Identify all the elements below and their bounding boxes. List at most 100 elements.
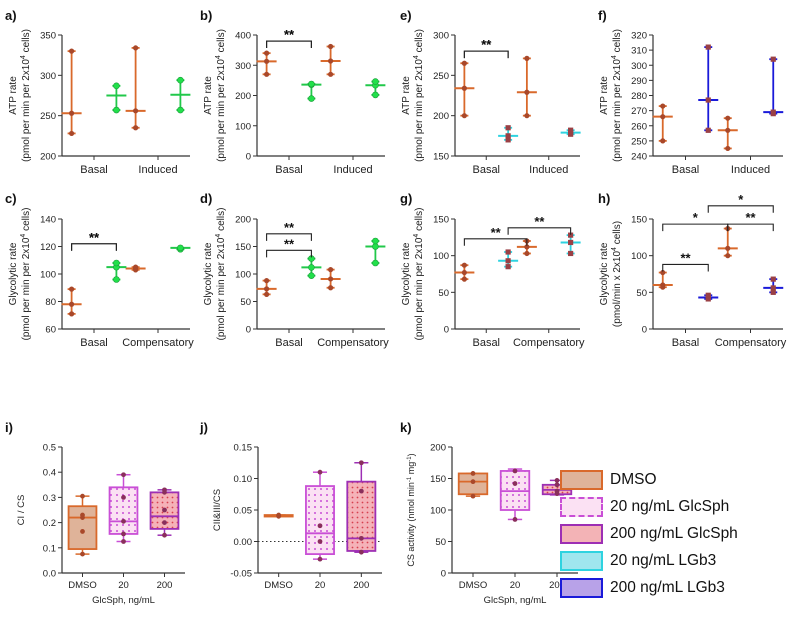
series-20-ng-ml-lgb3 — [498, 125, 581, 143]
y-axis-units: (pmol per min per 2x104 cells) — [215, 29, 227, 162]
y-axis-label: ATP rate — [599, 76, 610, 115]
data-point — [512, 517, 518, 522]
data-point — [505, 137, 511, 143]
y-axis-units-main: (pmol per min per 2x10 — [414, 59, 425, 162]
data-point — [505, 264, 511, 270]
x-tick-label: Basal — [672, 337, 700, 349]
data-point — [308, 95, 315, 102]
x-tick-label: Induced — [529, 164, 568, 176]
y-tick-label: 0.0 — [43, 569, 56, 580]
data-point — [317, 523, 323, 529]
y-axis-label: Glycolytic rate — [599, 242, 610, 305]
box-200 — [541, 477, 573, 497]
significance-bracket — [463, 238, 528, 246]
significance-label: ** — [481, 37, 492, 52]
data-point — [461, 269, 467, 276]
y-tick-label: 100 — [631, 251, 647, 262]
legend-label: DMSO — [610, 470, 657, 488]
x-tick-label: Compensatory — [122, 337, 194, 349]
data-point — [524, 250, 530, 257]
x-tick-label: Induced — [138, 164, 177, 176]
data-point — [317, 556, 323, 562]
y-tick-label: 300 — [235, 61, 251, 72]
y-tick-label: 280 — [631, 91, 647, 102]
panel-label: k) — [400, 420, 412, 435]
x-tick-label: Compensatory — [513, 337, 585, 349]
chart-panel-h: h) 0 50 100 150 Glycolytic rate (pmol/min x 2x… — [598, 191, 787, 349]
panel-label: i) — [5, 420, 13, 435]
x-tick-label: 20 — [118, 580, 129, 591]
y-axis-units-sup: 4 — [611, 55, 618, 59]
data-point — [328, 276, 334, 282]
data-point — [524, 244, 530, 250]
data-point — [568, 250, 574, 257]
data-point — [372, 237, 379, 245]
significance-label: ** — [284, 220, 295, 235]
data-point — [725, 245, 731, 251]
data-point — [512, 481, 518, 486]
data-point — [461, 262, 467, 268]
y-axis-units-end: cells) — [21, 29, 32, 55]
data-point — [725, 127, 731, 133]
chart-panel-c: c) 60 80 100 120 140 Glycolytic rate (pmol per … — [5, 191, 194, 349]
data-point — [505, 133, 511, 139]
data-point — [554, 477, 560, 483]
y-tick-label: 0 — [444, 325, 449, 336]
panel-label: c) — [5, 191, 17, 206]
y-axis-label-sup2: -1 — [407, 456, 413, 462]
data-point — [162, 507, 167, 513]
data-point — [328, 285, 334, 291]
series-20-ng-ml-glcsph — [301, 237, 386, 279]
y-tick-label: 50 — [240, 297, 251, 308]
legend-item-20-lgb3: 20 ng/mL LGb3 — [560, 547, 800, 574]
significance-label: * — [738, 192, 744, 207]
y-tick-label: 120 — [40, 242, 56, 253]
y-axis-units-sup: 4 — [413, 55, 420, 59]
data-point — [80, 529, 85, 534]
chart-panel-e: e) 150 200 250 300 ATP rate (pmol per min per … — [400, 8, 581, 176]
legend-item-dmso: DMSO — [560, 466, 800, 493]
x-tick-label: Induced — [731, 164, 770, 176]
y-tick-label: 100 — [235, 270, 251, 281]
panel-label: e) — [400, 8, 412, 23]
data-point — [113, 259, 120, 267]
panel-label: d) — [200, 191, 212, 206]
data-point — [568, 239, 574, 246]
y-tick-label: 200 — [433, 111, 449, 122]
significance-label: ** — [481, 37, 492, 52]
y-tick-label: 0 — [246, 325, 251, 336]
y-axis-label: CI / CS — [16, 495, 27, 526]
significance-label: ** — [284, 27, 295, 42]
data-point — [568, 232, 574, 238]
data-point — [725, 253, 731, 259]
y-tick-label: -0.05 — [230, 569, 252, 580]
y-axis-units-end: cells) — [216, 29, 227, 55]
y-tick-label: 270 — [631, 106, 647, 117]
significance-bracket — [266, 249, 312, 258]
y-axis-units-main: (pmol per min per 2x10 — [216, 59, 227, 162]
data-point — [80, 551, 85, 557]
data-point — [308, 80, 315, 88]
y-tick-label: 0.4 — [43, 468, 56, 479]
data-point — [69, 311, 75, 317]
significance-bracket — [662, 263, 709, 272]
data-point — [121, 539, 126, 544]
box-iqr — [67, 505, 98, 550]
x-tick-label: Basal — [472, 337, 500, 349]
y-tick-label: 250 — [40, 111, 56, 122]
significance-label: ** — [534, 214, 545, 229]
data-point — [69, 110, 75, 116]
y-tick-label: 150 — [433, 152, 449, 163]
data-point — [69, 130, 75, 137]
box-iqr — [108, 486, 139, 535]
y-tick-label: 80 — [45, 297, 56, 308]
panel-label: j) — [199, 420, 208, 435]
x-tick-label: Basal — [472, 164, 500, 176]
y-tick-label: 350 — [40, 31, 56, 42]
x-tick-label: 200 — [353, 580, 369, 591]
y-axis-label-sup: -1 — [407, 476, 413, 482]
data-point — [461, 113, 467, 119]
y-tick-label: 50 — [438, 288, 449, 299]
data-point — [177, 106, 184, 114]
